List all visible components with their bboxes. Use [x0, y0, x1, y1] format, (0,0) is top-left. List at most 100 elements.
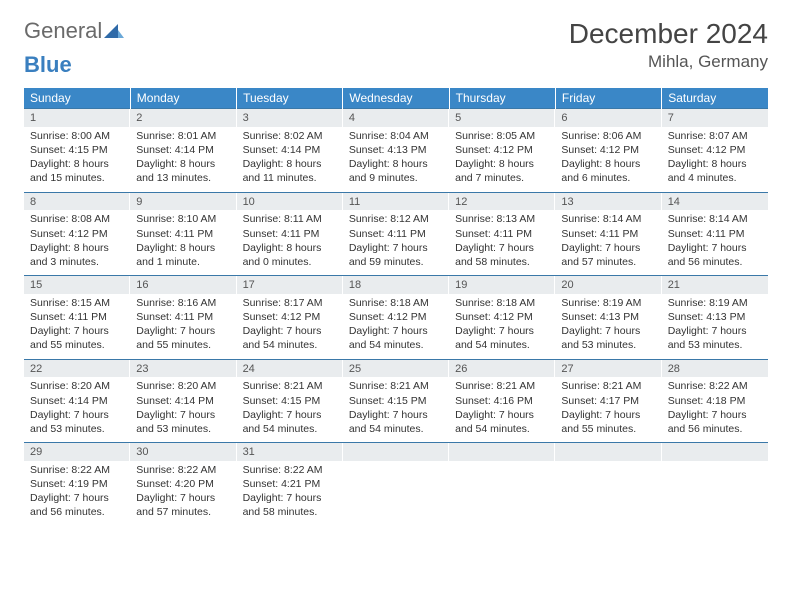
sunset-text: Sunset: 4:11 PM: [349, 227, 443, 241]
day-cell: 10Sunrise: 8:11 AMSunset: 4:11 PMDayligh…: [237, 192, 343, 276]
header: GeneralBlue December 2024 Mihla, Germany: [24, 18, 768, 78]
sunrise-text: Sunrise: 8:12 AM: [349, 212, 443, 226]
week-row: 29Sunrise: 8:22 AMSunset: 4:19 PMDayligh…: [24, 443, 768, 526]
daylight-text: Daylight: 7 hours and 56 minutes.: [668, 408, 762, 436]
daylight-text: Daylight: 8 hours and 3 minutes.: [30, 241, 124, 269]
daylight-text: Daylight: 7 hours and 55 minutes.: [136, 324, 230, 352]
daylight-text: Daylight: 8 hours and 0 minutes.: [243, 241, 337, 269]
daylight-text: Daylight: 7 hours and 54 minutes.: [349, 324, 443, 352]
sunset-text: Sunset: 4:11 PM: [30, 310, 124, 324]
day-cell: [449, 443, 555, 526]
sunrise-text: Sunrise: 8:13 AM: [455, 212, 549, 226]
day-number: 15: [24, 276, 130, 294]
day-cell: [662, 443, 768, 526]
sunset-text: Sunset: 4:11 PM: [136, 310, 230, 324]
week-row: 22Sunrise: 8:20 AMSunset: 4:14 PM Dayligh…: [24, 359, 768, 443]
dow-header: Tuesday: [237, 88, 343, 109]
sunset-text: Sunset: 4:15 PM: [243, 394, 337, 408]
day-body: [343, 461, 449, 513]
sunrise-text: Sunrise: 8:18 AM: [349, 296, 443, 310]
daylight-text: Daylight: 8 hours and 13 minutes.: [136, 157, 230, 185]
day-body: Sunrise: 8:19 AMSunset: 4:13 PMDaylight:…: [555, 294, 661, 359]
day-cell: 29Sunrise: 8:22 AMSunset: 4:19 PMDayligh…: [24, 443, 130, 526]
day-cell: 24Sunrise: 8:21 AMSunset: 4:15 PMDayligh…: [237, 359, 343, 443]
day-number: [555, 443, 661, 461]
day-number: 22: [24, 360, 130, 378]
day-body: Sunrise: 8:21 AMSunset: 4:16 PMDaylight:…: [449, 377, 555, 442]
day-body: Sunrise: 8:05 AMSunset: 4:12 PMDaylight:…: [449, 127, 555, 192]
daylight-text: Daylight: 8 hours and 7 minutes.: [455, 157, 549, 185]
day-number: 17: [237, 276, 343, 294]
sunset-text: Sunset: 4:12 PM: [349, 310, 443, 324]
daylight-text: Daylight: 7 hours and 54 minutes.: [349, 408, 443, 436]
sunset-text: Sunset: 4:12 PM: [455, 310, 549, 324]
daylight-text: Daylight: 7 hours and 55 minutes.: [561, 408, 655, 436]
day-body: Sunrise: 8:01 AMSunset: 4:14 PMDaylight:…: [130, 127, 236, 192]
day-number: 19: [449, 276, 555, 294]
day-body: Sunrise: 8:16 AMSunset: 4:11 PMDaylight:…: [130, 294, 236, 359]
day-cell: 17Sunrise: 8:17 AMSunset: 4:12 PMDayligh…: [237, 276, 343, 360]
daylight-text: Daylight: 7 hours and 55 minutes.: [30, 324, 124, 352]
sunset-text: Sunset: 4:11 PM: [136, 227, 230, 241]
sunset-text: Sunset: 4:12 PM: [561, 143, 655, 157]
daylight-text: Daylight: 8 hours and 11 minutes.: [243, 157, 337, 185]
day-number: 24: [237, 360, 343, 378]
location-label: Mihla, Germany: [569, 52, 768, 72]
day-cell: 28Sunrise: 8:22 AMSunset: 4:18 PMDayligh…: [662, 359, 768, 443]
daylight-text: Daylight: 7 hours and 53 minutes.: [668, 324, 762, 352]
day-number: 1: [24, 109, 130, 127]
week-row: 1 Sunrise: 8:00 AMSunset: 4:15 PM Daylight…: [24, 109, 768, 193]
day-cell: 22Sunrise: 8:20 AMSunset: 4:14 PMDayligh…: [24, 359, 130, 443]
sunset-text: Sunset: 4:12 PM: [455, 143, 549, 157]
sunrise-text: Sunrise: 8:10 AM: [136, 212, 230, 226]
day-body: Sunrise: 8:18 AMSunset: 4:12 PMDaylight:…: [449, 294, 555, 359]
sunrise-text: Sunrise: 8:21 AM: [349, 379, 443, 393]
day-number: 20: [555, 276, 661, 294]
day-number: 26: [449, 360, 555, 378]
sunset-text: Sunset: 4:11 PM: [455, 227, 549, 241]
sunrise-text: Sunrise: 8:19 AM: [561, 296, 655, 310]
daylight-text: Daylight: 7 hours and 54 minutes.: [455, 408, 549, 436]
sunrise-text: Sunrise: 8:22 AM: [30, 463, 124, 477]
sunset-text: Sunset: 4:15 PM: [349, 394, 443, 408]
sunrise-text: Sunrise: 8:05 AM: [455, 129, 549, 143]
day-number: 8: [24, 193, 130, 211]
day-cell: 23Sunrise: 8:20 AMSunset: 4:14 PMDayligh…: [130, 359, 236, 443]
sunset-text: Sunset: 4:12 PM: [668, 143, 762, 157]
sunrise-text: Sunrise: 8:11 AM: [243, 212, 337, 226]
brand-word2: Blue: [24, 52, 72, 77]
sunset-text: Sunset: 4:14 PM: [136, 143, 230, 157]
day-body: [662, 461, 768, 513]
daylight-text: Daylight: 7 hours and 59 minutes.: [349, 241, 443, 269]
day-cell: 6Sunrise: 8:06 AMSunset: 4:12 PMDaylight…: [555, 109, 661, 193]
daylight-text: Daylight: 7 hours and 53 minutes.: [561, 324, 655, 352]
day-number: 6: [555, 109, 661, 127]
daylight-text: Daylight: 8 hours and 6 minutes.: [561, 157, 655, 185]
day-number: 27: [555, 360, 661, 378]
dow-header: Sunday: [24, 88, 130, 109]
day-number: 13: [555, 193, 661, 211]
sail-icon: [104, 18, 124, 44]
day-cell: 7Sunrise: 8:07 AMSunset: 4:12 PMDaylight…: [662, 109, 768, 193]
daylight-text: Daylight: 7 hours and 54 minutes.: [455, 324, 549, 352]
day-number: [343, 443, 449, 461]
brand-text: GeneralBlue: [24, 18, 124, 78]
sunrise-text: Sunrise: 8:20 AM: [30, 379, 124, 393]
sunset-text: Sunset: 4:14 PM: [30, 394, 124, 408]
sunrise-text: Sunrise: 8:00 AM: [30, 129, 124, 143]
daylight-text: Daylight: 7 hours and 57 minutes.: [561, 241, 655, 269]
sunset-text: Sunset: 4:21 PM: [243, 477, 337, 491]
day-body: Sunrise: 8:07 AMSunset: 4:12 PMDaylight:…: [662, 127, 768, 192]
day-cell: 14Sunrise: 8:14 AMSunset: 4:11 PMDayligh…: [662, 192, 768, 276]
sunrise-text: Sunrise: 8:14 AM: [668, 212, 762, 226]
sunset-text: Sunset: 4:12 PM: [30, 227, 124, 241]
day-number: 7: [662, 109, 768, 127]
day-body: Sunrise: 8:06 AMSunset: 4:12 PMDaylight:…: [555, 127, 661, 192]
day-body: Sunrise: 8:11 AMSunset: 4:11 PMDaylight:…: [237, 210, 343, 275]
day-cell: 27Sunrise: 8:21 AMSunset: 4:17 PMDayligh…: [555, 359, 661, 443]
calendar-table: Sunday Monday Tuesday Wednesday Thursday…: [24, 88, 768, 526]
day-cell: 21Sunrise: 8:19 AMSunset: 4:13 PMDayligh…: [662, 276, 768, 360]
sunset-text: Sunset: 4:15 PM: [30, 143, 124, 157]
sunset-text: Sunset: 4:12 PM: [243, 310, 337, 324]
day-number: 5: [449, 109, 555, 127]
